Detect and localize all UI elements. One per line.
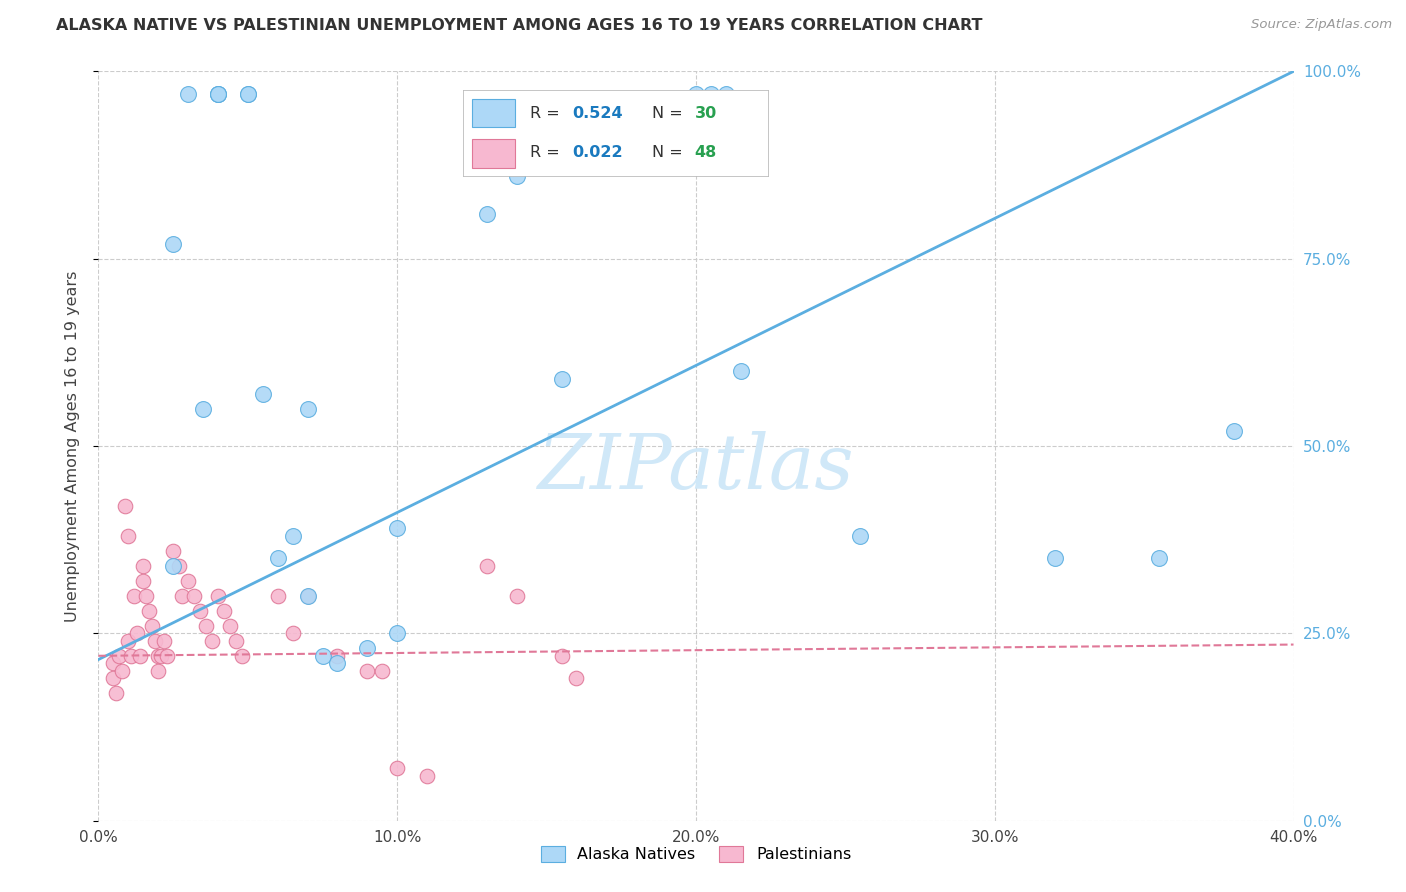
Point (127, 626, 149, 640)
Point (311, 648, 333, 663)
Text: ZIPatlas: ZIPatlas (537, 432, 855, 506)
Point (117, 529, 139, 543)
Point (162, 544, 184, 558)
Point (356, 641, 378, 656)
Point (141, 619, 163, 633)
Point (111, 664, 134, 678)
Point (297, 401, 319, 416)
Point (1147, 551, 1170, 566)
Point (252, 386, 274, 401)
Point (114, 499, 136, 513)
Point (281, 529, 304, 543)
Point (207, 87, 229, 101)
Point (103, 657, 125, 671)
Text: Source: ZipAtlas.com: Source: ZipAtlas.com (1251, 18, 1392, 31)
Point (550, 371, 572, 385)
Point (207, 87, 229, 101)
Point (565, 671, 588, 685)
Point (714, 87, 737, 101)
Point (124, 589, 146, 603)
Point (385, 761, 409, 775)
Point (207, 589, 229, 603)
Point (475, 558, 498, 573)
Point (153, 633, 176, 648)
Point (162, 558, 184, 573)
Point (177, 574, 200, 588)
Point (105, 686, 128, 700)
Point (1223, 424, 1246, 438)
Point (685, 87, 707, 101)
Point (156, 648, 179, 663)
Point (201, 633, 224, 648)
Point (297, 589, 319, 603)
Point (326, 648, 349, 663)
Point (849, 529, 872, 543)
Text: ALASKA NATIVE VS PALESTINIAN UNEMPLOYMENT AMONG AGES 16 TO 19 YEARS CORRELATION : ALASKA NATIVE VS PALESTINIAN UNEMPLOYMEN… (56, 18, 983, 33)
Point (183, 589, 205, 603)
Point (267, 551, 290, 566)
Point (207, 87, 229, 101)
Point (117, 633, 139, 648)
Point (281, 626, 304, 640)
Point (356, 664, 378, 678)
Point (236, 87, 259, 101)
Point (475, 207, 498, 221)
Point (177, 87, 200, 101)
Point (225, 633, 247, 648)
Point (103, 671, 125, 685)
Point (150, 648, 173, 663)
Y-axis label: Unemployment Among Ages 16 to 19 years: Unemployment Among Ages 16 to 19 years (65, 270, 80, 622)
Point (219, 619, 242, 633)
Point (148, 664, 170, 678)
Point (1043, 551, 1066, 566)
Point (188, 604, 211, 618)
Point (730, 364, 752, 378)
Point (506, 169, 529, 184)
Point (162, 236, 184, 251)
Legend: Alaska Natives, Palestinians: Alaska Natives, Palestinians (534, 839, 858, 869)
Point (135, 589, 157, 603)
Point (267, 589, 290, 603)
Point (385, 626, 409, 640)
Point (167, 558, 190, 573)
Point (236, 87, 259, 101)
Point (191, 401, 214, 416)
Point (129, 648, 152, 663)
Point (416, 769, 439, 783)
Point (172, 589, 194, 603)
Point (148, 648, 170, 663)
Point (212, 604, 235, 618)
Point (231, 648, 253, 663)
Point (326, 657, 349, 671)
Point (385, 521, 409, 535)
Point (132, 558, 155, 573)
Point (132, 574, 155, 588)
Point (143, 633, 166, 648)
Point (371, 664, 394, 678)
Point (138, 604, 160, 618)
Point (120, 648, 142, 663)
Point (108, 648, 131, 663)
Point (550, 648, 572, 663)
Point (506, 589, 529, 603)
Point (195, 619, 218, 633)
Point (700, 87, 723, 101)
Point (297, 589, 319, 603)
